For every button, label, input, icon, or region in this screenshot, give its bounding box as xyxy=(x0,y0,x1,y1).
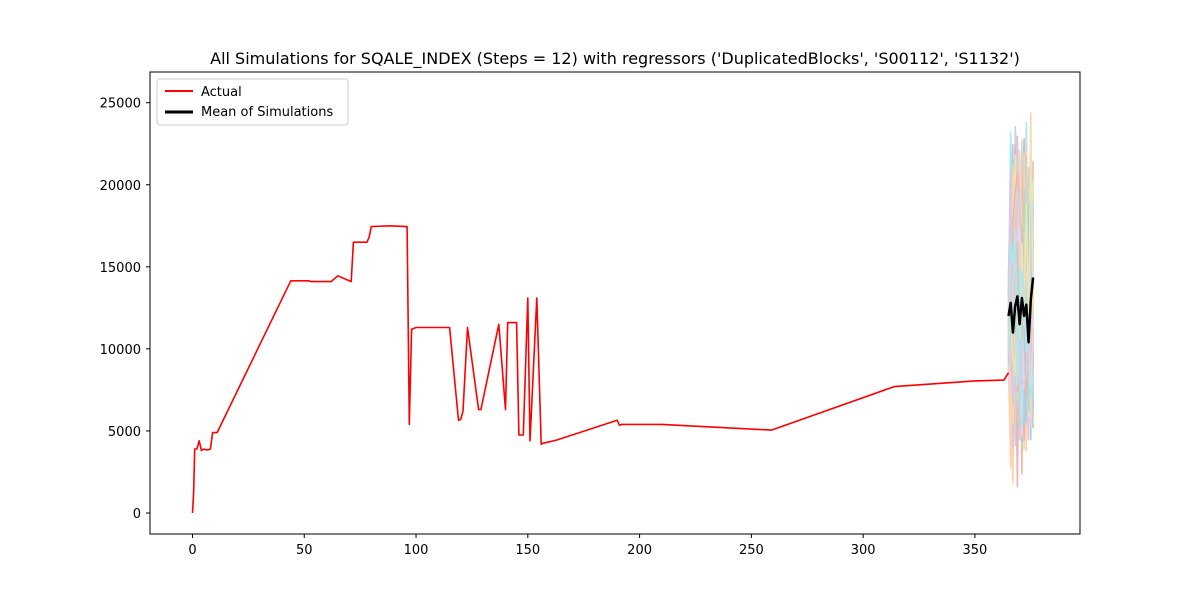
actual-line xyxy=(191,225,1010,514)
x-tick-label: 250 xyxy=(739,543,764,558)
simulation-path xyxy=(1007,218,1034,446)
mean-simulation-line xyxy=(1007,277,1035,344)
simulation-path xyxy=(1007,241,1034,440)
chart-title: All Simulations for SQALE_INDEX (Steps =… xyxy=(210,49,1020,69)
simulation-path xyxy=(1007,237,1034,402)
simulation-path xyxy=(1007,184,1034,372)
simulation-path xyxy=(1007,208,1034,384)
simulation-path xyxy=(1007,226,1034,427)
legend-label-actual: Actual xyxy=(201,85,242,100)
simulation-path xyxy=(1007,228,1034,400)
x-tick-label: 50 xyxy=(296,543,313,558)
simulation-path xyxy=(1007,149,1034,386)
simulation-path xyxy=(1007,175,1034,414)
simulation-path xyxy=(1007,180,1034,397)
simulation-path xyxy=(1007,232,1034,393)
simulation-path xyxy=(1008,124,1034,390)
simulation-path xyxy=(1007,240,1034,417)
simulation-path xyxy=(1007,135,1034,355)
y-tick-label: 10000 xyxy=(100,343,141,358)
x-tick-label: 0 xyxy=(188,543,196,558)
simulation-path xyxy=(1007,236,1034,378)
simulation-path xyxy=(1007,193,1034,441)
simulation-path xyxy=(1007,198,1034,393)
y-tick-label: 20000 xyxy=(100,179,141,194)
simulation-path xyxy=(1007,190,1034,381)
simulation-path xyxy=(1007,191,1034,411)
simulation-path xyxy=(1007,189,1034,374)
simulation-path xyxy=(1007,195,1034,420)
simulation-path xyxy=(1007,219,1034,406)
simulation-path xyxy=(1007,123,1034,376)
simulation-path xyxy=(1007,121,1034,393)
simulation-path xyxy=(1007,188,1034,380)
simulation-path xyxy=(1007,207,1034,436)
x-tick-label: 350 xyxy=(963,543,988,558)
legend: Actual Mean of Simulations xyxy=(156,78,349,126)
simulation-path xyxy=(1007,171,1034,416)
simulation-path xyxy=(1007,201,1034,441)
y-axis: 0 5000 10000 15000 20000 25000 xyxy=(100,97,150,522)
legend-label-mean: Mean of Simulations xyxy=(201,105,333,120)
plot-area xyxy=(191,112,1035,514)
simulation-path xyxy=(1007,171,1034,417)
simulation-path xyxy=(1007,203,1034,424)
y-tick-label: 0 xyxy=(133,507,141,522)
simulation-path xyxy=(1007,131,1034,441)
simulation-path xyxy=(1007,177,1034,417)
simulation-path xyxy=(1007,162,1034,362)
x-tick-label: 200 xyxy=(627,543,652,558)
simulation-path xyxy=(1007,196,1034,356)
simulation-path xyxy=(1007,148,1034,449)
y-tick-label: 5000 xyxy=(108,425,141,440)
x-tick-label: 100 xyxy=(404,543,429,558)
simulation-path xyxy=(1007,185,1034,399)
legend-box xyxy=(156,78,349,126)
x-tick-label: 150 xyxy=(515,543,540,558)
simulation-path xyxy=(1007,187,1034,425)
simulation-path xyxy=(1007,186,1034,367)
simulation-path xyxy=(1007,230,1034,355)
y-tick-label: 25000 xyxy=(100,97,141,112)
simulation-path xyxy=(1007,158,1034,488)
simulation-path xyxy=(1007,159,1034,373)
simulation-path xyxy=(1007,175,1034,362)
y-tick-label: 15000 xyxy=(100,261,141,276)
simulation-path xyxy=(1007,204,1034,432)
x-tick-label: 300 xyxy=(851,543,876,558)
simulation-path xyxy=(1007,225,1034,485)
simulation-path xyxy=(1007,186,1034,443)
axes-frame xyxy=(149,71,1081,535)
simulation-path xyxy=(1007,190,1034,354)
x-axis: 0 50 100 150 200 250 300 350 xyxy=(188,534,987,558)
simulation-path xyxy=(1007,152,1034,392)
simulation-path xyxy=(1007,204,1034,409)
